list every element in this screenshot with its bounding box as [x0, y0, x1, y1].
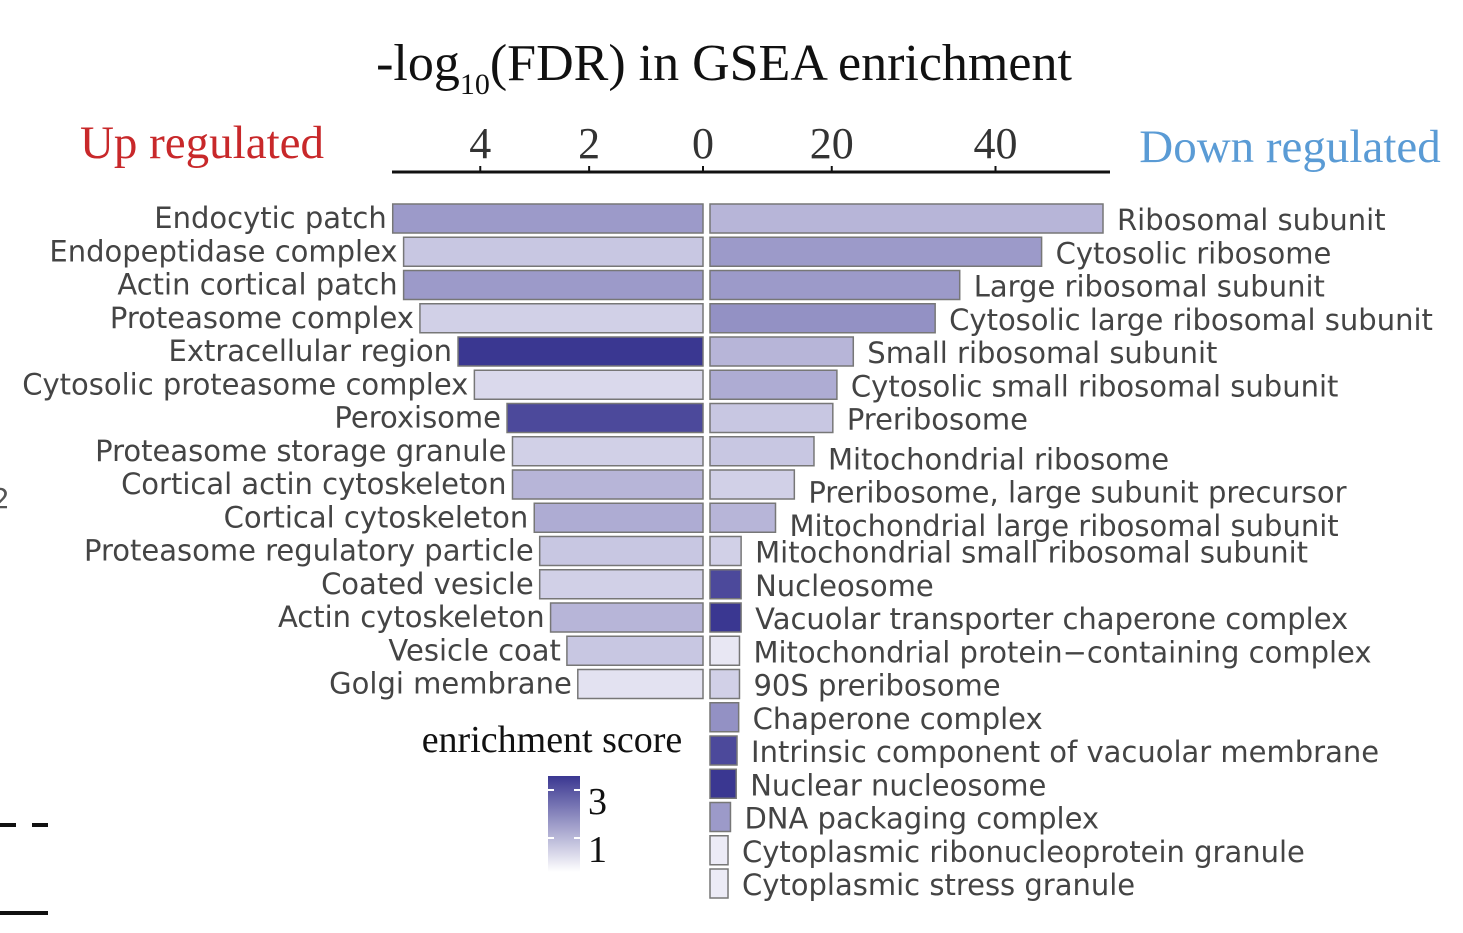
up-bar-label: Actin cortical patch — [117, 268, 397, 302]
up-bar-label: Cortical cytoskeleton — [224, 500, 529, 534]
title-rest: (FDR) in GSEA enrichment — [490, 35, 1073, 92]
up-bar — [511, 469, 704, 500]
up-bar-label: Proteasome storage granule — [95, 434, 506, 468]
left-tick-label: 2 — [578, 119, 600, 168]
chart-title: -log10(FDR) in GSEA enrichment — [376, 35, 1072, 101]
right-tick-label: 40 — [974, 119, 1018, 168]
right-tick-label: 20 — [810, 119, 854, 168]
up-bar-label: Actin cytoskeleton — [278, 600, 545, 634]
down-bar-label: Mitochondrial protein−containing complex — [753, 635, 1371, 669]
down-bar-label: Chaperone complex — [753, 702, 1043, 736]
up-bar — [506, 402, 704, 434]
down-bar — [709, 303, 936, 334]
up-regulated-label: Up regulated — [80, 117, 324, 169]
down-bar — [709, 735, 738, 766]
legend-title: enrichment score — [422, 719, 683, 761]
down-bar-label: Nucleosome — [755, 569, 934, 603]
up-bar — [577, 668, 704, 700]
up-bar-label: Cortical actin cytoskeleton — [121, 467, 506, 501]
down-bar-label: Cytoplasmic ribonucleoprotein granule — [742, 835, 1305, 869]
left-axis-ticks: 4 2 0 — [469, 119, 714, 172]
down-bar-label: Mitochondrial ribosome — [828, 442, 1169, 476]
down-bar-label: Small ribosomal subunit — [867, 336, 1217, 370]
down-bar-label: Large ribosomal subunit — [974, 270, 1325, 304]
legend-low-label: 1 — [588, 829, 607, 871]
title-main: -log — [376, 35, 460, 92]
down-bar — [709, 336, 855, 367]
left-tick-label: 4 — [469, 119, 491, 168]
down-bar — [709, 469, 796, 500]
up-bar-label: Golgi membrane — [329, 667, 572, 701]
up-bar — [402, 269, 704, 301]
up-bar — [511, 436, 704, 467]
down-bar — [709, 768, 737, 799]
down-bar-label: Cytoplasmic stress granule — [742, 868, 1135, 902]
up-bar — [538, 535, 704, 567]
up-bar — [538, 569, 704, 600]
down-bar — [709, 269, 961, 301]
down-bar-label: DNA packaging complex — [744, 802, 1099, 836]
down-bar-label: 90S preribosome — [753, 669, 1000, 703]
down-bar-label: Preribosome, large subunit precursor — [808, 476, 1346, 510]
left-tick-label: 0 — [692, 119, 714, 168]
down-bar — [709, 702, 740, 733]
down-bar — [709, 868, 729, 899]
down-bar — [709, 635, 741, 666]
up-bar-label: Peroxisome — [334, 401, 501, 435]
down-bar — [709, 535, 742, 567]
down-bar-label: Ribosomal subunit — [1117, 203, 1386, 237]
up-bar-label: Proteasome regulatory particle — [84, 534, 534, 568]
down-bar — [709, 436, 815, 467]
down-bar — [709, 569, 742, 600]
up-bar-label: Endocytic patch — [154, 201, 386, 235]
down-bar — [709, 502, 777, 533]
down-bar — [709, 369, 838, 400]
down-bar-label: Preribosome — [847, 403, 1028, 437]
up-bar-label: Cytosolic proteasome complex — [22, 367, 468, 401]
down-bar — [709, 801, 732, 833]
up-bar — [549, 602, 704, 633]
down-bar — [709, 668, 741, 700]
up-bar — [566, 635, 704, 666]
down-bar — [709, 236, 1043, 267]
down-bar-label: Cytosolic small ribosomal subunit — [851, 369, 1338, 403]
up-bar-label: Endopeptidase complex — [49, 234, 397, 268]
legend-colorbar — [548, 776, 580, 872]
up-bar — [419, 303, 704, 334]
down-bar-label: Intrinsic component of vacuolar membrane — [751, 735, 1379, 769]
up-bar — [457, 336, 704, 367]
down-bar-label: Vacuolar transporter chaperone complex — [755, 602, 1348, 636]
down-bar-label: Mitochondrial small ribosomal subunit — [755, 536, 1308, 570]
down-bar-label: Mitochondrial large ribosomal subunit — [790, 509, 1339, 543]
down-bar — [709, 402, 834, 434]
down-bar-label: Cytosolic ribosome — [1056, 236, 1332, 270]
up-bar-label: Extracellular region — [169, 334, 453, 368]
up-bar-label: Vesicle coat — [388, 633, 561, 667]
down-bar — [709, 602, 742, 633]
down-bar — [709, 835, 729, 866]
right-axis-ticks: 20 40 — [810, 119, 1018, 172]
down-bar-label: Nuclear nucleosome — [750, 768, 1046, 802]
up-bar — [391, 203, 704, 234]
up-bar-label: Coated vesicle — [321, 567, 534, 601]
title-subscript: 10 — [460, 68, 490, 101]
up-bar-label: Proteasome complex — [110, 301, 414, 335]
down-bar-label: Cytosolic large ribosomal subunit — [949, 303, 1433, 337]
up-bar — [473, 369, 704, 400]
down-bar — [709, 203, 1104, 234]
margin-fragment-text: 2 — [0, 482, 10, 515]
up-bar — [402, 236, 704, 267]
legend-high-label: 3 — [588, 781, 607, 823]
up-bar — [533, 502, 704, 533]
down-regulated-label: Down regulated — [1139, 121, 1440, 173]
legend: enrichment score 3 1 — [422, 719, 683, 872]
